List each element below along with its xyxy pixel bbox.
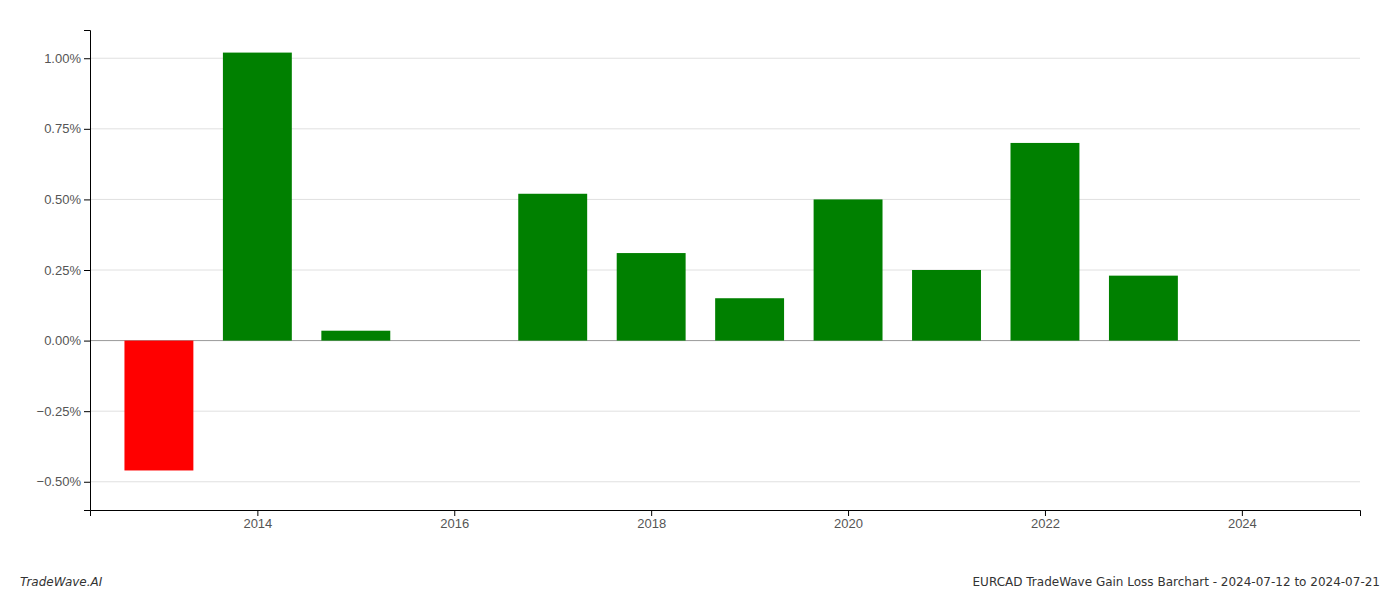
y-tick: 0.25% (44, 263, 90, 278)
y-tick-mark (84, 482, 90, 483)
x-tick-mark (1242, 510, 1243, 516)
bar (814, 199, 883, 340)
y-tick: −0.25% (37, 404, 90, 419)
x-tick-mark (651, 510, 652, 516)
y-tick: −0.50% (37, 474, 90, 489)
y-tick: 1.00% (44, 51, 90, 66)
x-axis: 2014 2016 2018 2020 2022 2024 (91, 510, 1361, 531)
y-tick: 0.75% (44, 121, 90, 136)
y-tick-label: −0.50% (37, 474, 82, 489)
y-tick: 0.00% (44, 333, 90, 348)
x-tick: 2016 (440, 510, 469, 531)
x-tick-mark (1045, 510, 1046, 516)
x-tick: 2022 (1031, 510, 1060, 531)
plot: 2014 2016 2018 2020 2022 2024 −0.50% −0.25% 0.00… (37, 31, 1361, 532)
y-tick-label: 0.00% (44, 333, 81, 348)
y-tick-mark (84, 411, 90, 412)
x-tick: 2024 (1228, 510, 1257, 531)
y-tick-mark (84, 129, 90, 130)
y-tick-label: 1.00% (44, 51, 81, 66)
bar (518, 194, 587, 341)
footer-text: EURCAD TradeWave Gain Loss Barchart - 20… (973, 575, 1380, 589)
y-tick-mark (84, 341, 90, 342)
y-axis: −0.50% −0.25% 0.00% 0.25% 0.50% 0.75% 1.00% (37, 31, 91, 511)
x-tick-mark (257, 510, 258, 516)
x-tick-mark (848, 510, 849, 516)
chart: 2014 2016 2018 2020 2022 2024 −0.50% −0.25% 0.00… (0, 0, 1400, 600)
bar (124, 341, 193, 471)
x-tick: 2020 (834, 510, 863, 531)
y-tick-label: 0.25% (44, 263, 81, 278)
bar (715, 298, 784, 340)
bar (617, 253, 686, 341)
x-tick-label: 2018 (637, 516, 666, 531)
x-tick-label: 2022 (1031, 516, 1060, 531)
x-tick-label: 2024 (1228, 516, 1257, 531)
bars (124, 53, 1177, 471)
x-tick: 2014 (243, 510, 272, 531)
footer: TradeWave.AI EURCAD TradeWave Gain Loss B… (20, 575, 1380, 589)
y-axis-line (84, 31, 91, 511)
grid-line (90, 411, 1360, 412)
x-tick-mark (454, 510, 455, 516)
y-tick: 0.50% (44, 192, 90, 207)
bar (321, 331, 390, 341)
footer-text: TradeWave.AI (20, 575, 103, 589)
y-tick-label: 0.50% (44, 192, 81, 207)
y-tick-mark (84, 199, 90, 200)
bar (912, 270, 981, 341)
x-axis-line (91, 511, 1361, 517)
grid-line (90, 481, 1360, 482)
y-tick-mark (84, 270, 90, 271)
bar (223, 53, 292, 341)
x-tick-label: 2014 (243, 516, 272, 531)
y-tick-label: 0.75% (44, 121, 81, 136)
x-tick-label: 2016 (440, 516, 469, 531)
x-tick-label: 2020 (834, 516, 863, 531)
y-tick-mark (84, 58, 90, 59)
x-tick: 2018 (637, 510, 666, 531)
y-tick-label: −0.25% (37, 404, 82, 419)
bar (1011, 143, 1080, 341)
bar (1109, 276, 1178, 341)
